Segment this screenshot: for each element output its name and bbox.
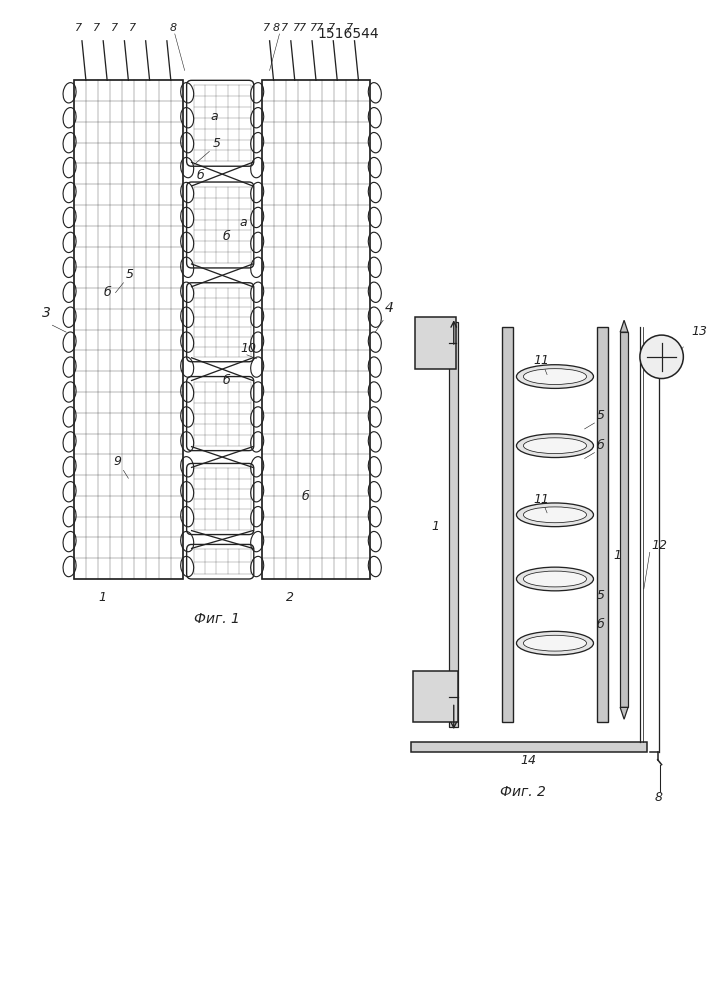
Bar <box>262 80 370 579</box>
Text: 8: 8 <box>169 23 176 33</box>
Text: б: б <box>222 230 230 243</box>
Text: 11: 11 <box>533 493 549 506</box>
Ellipse shape <box>516 503 593 527</box>
Text: б: б <box>222 374 230 387</box>
Text: 7: 7 <box>281 23 288 33</box>
Text: Фиг. 1: Фиг. 1 <box>194 612 240 626</box>
Text: 7: 7 <box>346 23 353 33</box>
Text: 8: 8 <box>655 791 662 804</box>
Ellipse shape <box>516 567 593 591</box>
Text: а: а <box>211 110 218 123</box>
Text: б: б <box>597 439 604 452</box>
Text: 7: 7 <box>328 23 335 33</box>
Circle shape <box>640 335 684 379</box>
Ellipse shape <box>523 571 587 587</box>
Text: 5: 5 <box>597 409 604 422</box>
Text: 7: 7 <box>111 23 118 33</box>
Text: 7: 7 <box>263 23 270 33</box>
Text: 10: 10 <box>240 342 256 355</box>
Text: 1516544: 1516544 <box>317 27 380 41</box>
Text: 7: 7 <box>298 23 305 33</box>
Bar <box>620 332 628 707</box>
Text: 8: 8 <box>273 23 280 33</box>
Text: 5: 5 <box>125 268 134 281</box>
Text: а: а <box>240 216 247 229</box>
Text: 12: 12 <box>652 539 667 552</box>
Polygon shape <box>620 707 628 719</box>
Text: 7: 7 <box>129 23 136 33</box>
Text: 7: 7 <box>317 23 324 33</box>
Bar <box>415 317 456 369</box>
Bar <box>502 327 513 722</box>
Text: 5: 5 <box>597 589 604 602</box>
Ellipse shape <box>523 438 587 454</box>
Bar <box>411 742 647 752</box>
Text: 2: 2 <box>286 591 294 604</box>
Text: 11: 11 <box>533 354 549 367</box>
Text: 7: 7 <box>310 23 317 33</box>
Bar <box>597 327 608 722</box>
Ellipse shape <box>516 434 593 458</box>
Bar <box>450 322 458 727</box>
Ellipse shape <box>523 635 587 651</box>
Bar <box>74 80 182 579</box>
Text: б: б <box>104 286 112 299</box>
Text: 9: 9 <box>114 455 122 468</box>
Polygon shape <box>620 320 628 332</box>
Text: 5: 5 <box>212 137 221 150</box>
Text: 7: 7 <box>293 23 300 33</box>
Ellipse shape <box>523 507 587 523</box>
Text: 7: 7 <box>76 23 83 33</box>
Text: 4: 4 <box>385 301 394 315</box>
Ellipse shape <box>516 365 593 388</box>
Text: б: б <box>197 169 204 182</box>
Text: б: б <box>597 618 604 631</box>
Ellipse shape <box>516 631 593 655</box>
Text: 3: 3 <box>42 306 52 320</box>
Text: 13: 13 <box>691 325 707 338</box>
Text: 14: 14 <box>521 754 537 767</box>
Text: 1: 1 <box>431 520 440 533</box>
Bar <box>413 671 458 722</box>
Text: 1: 1 <box>99 591 107 604</box>
Text: Фиг. 2: Фиг. 2 <box>501 785 547 799</box>
Text: 1: 1 <box>613 549 621 562</box>
Text: б: б <box>301 490 309 503</box>
Text: 7: 7 <box>93 23 100 33</box>
Ellipse shape <box>523 369 587 384</box>
